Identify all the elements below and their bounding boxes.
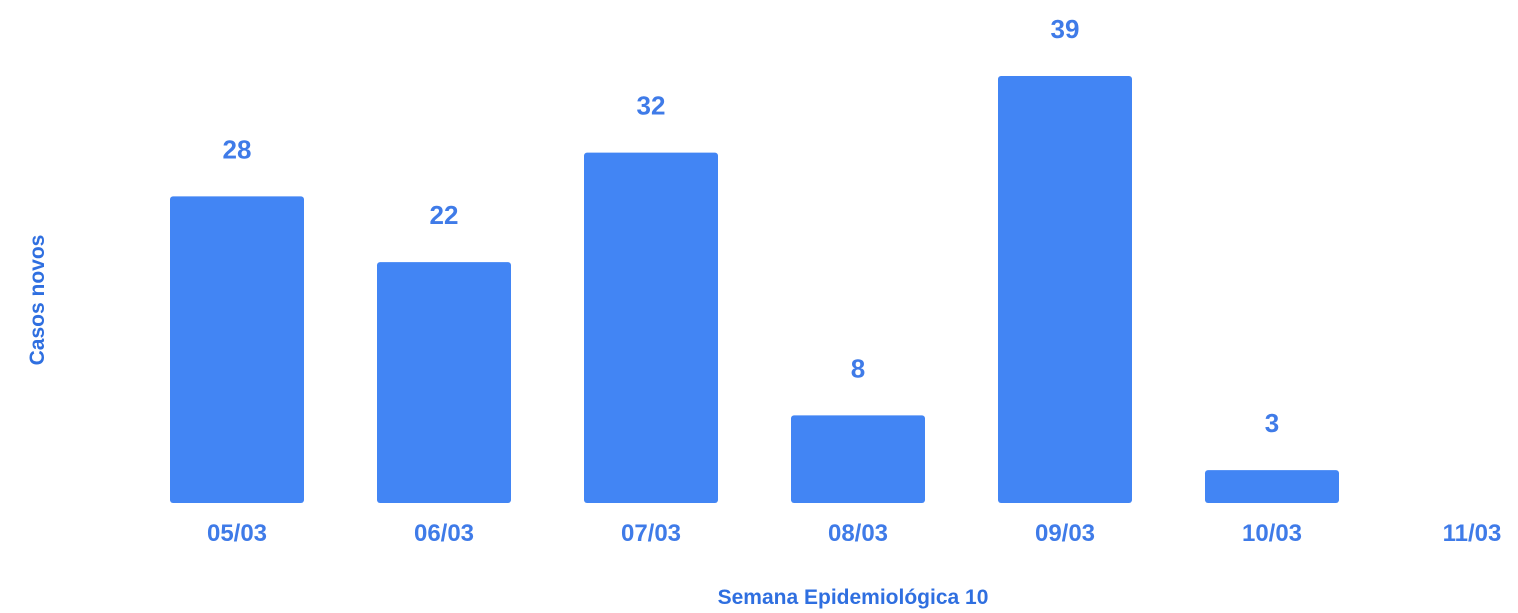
x-tick-label: 05/03 [207, 520, 267, 547]
bar [377, 262, 511, 503]
x-tick-label: 11/03 [1443, 520, 1502, 547]
x-tick-label: 07/03 [621, 520, 681, 547]
bar-value-label: 3 [1265, 408, 1279, 438]
bar-value-label: 39 [1051, 14, 1080, 44]
bar [1205, 470, 1339, 503]
bar-value-label: 8 [851, 353, 865, 383]
x-axis-title: Semana Epidemiológica 10 [718, 586, 989, 609]
bar [584, 152, 718, 503]
x-tick-label: 06/03 [414, 520, 474, 547]
bar [998, 75, 1132, 503]
bar [791, 415, 925, 503]
bars-group [170, 75, 1339, 503]
x-tick-label: 08/03 [828, 520, 888, 547]
data-labels-group: 28 22 32 8 39 3 [223, 14, 1280, 438]
bar [170, 196, 304, 503]
y-axis-title: Casos novos [26, 235, 49, 366]
x-tick-labels-group: 05/03 06/03 07/03 08/03 09/03 10/03 11/03 [207, 520, 1501, 547]
bar-value-label: 22 [430, 200, 459, 230]
bar-value-label: 32 [637, 91, 666, 121]
x-tick-label: 10/03 [1242, 520, 1302, 547]
bar-value-label: 28 [223, 134, 252, 164]
x-tick-label: 09/03 [1035, 520, 1095, 547]
